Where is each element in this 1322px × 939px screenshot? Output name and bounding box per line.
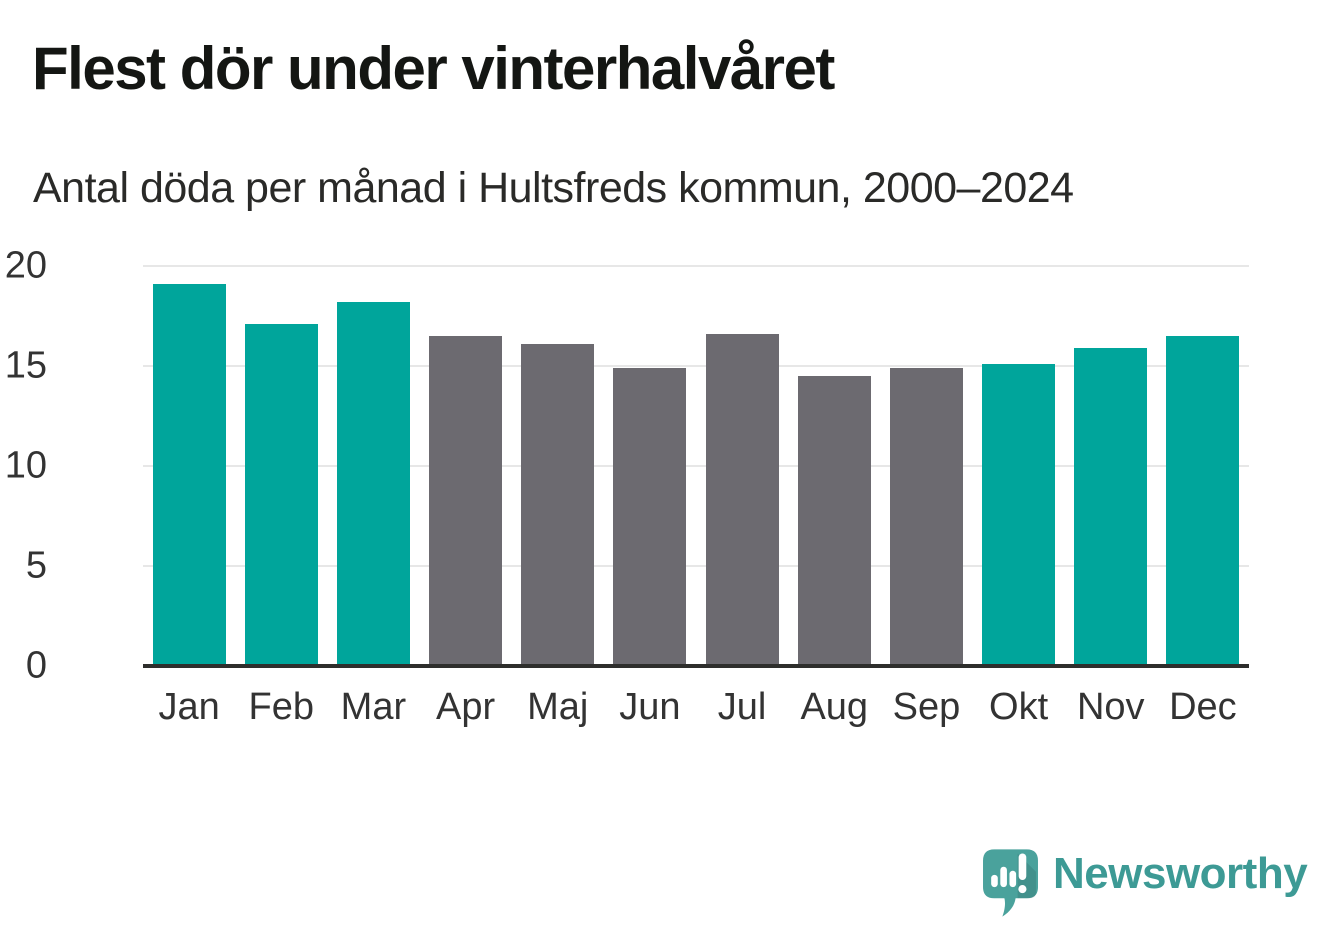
bar-maj xyxy=(521,344,595,666)
x-tick-label-mar: Mar xyxy=(340,686,407,728)
y-tick-label-0: 0 xyxy=(25,644,47,687)
x-tick-label-dec: Dec xyxy=(1169,686,1237,728)
chart-subtitle: Antal döda per månad i Hultsfreds kommun… xyxy=(33,164,1074,212)
bar-jan xyxy=(152,284,226,666)
bar-jul xyxy=(705,334,779,666)
x-tick-label-maj: Maj xyxy=(527,686,589,728)
y-tick-label-15: 15 xyxy=(4,344,47,387)
bar-aug xyxy=(797,376,871,666)
logo-bar-2 xyxy=(1000,866,1007,888)
logo-bar-3 xyxy=(1009,870,1017,888)
x-tick-label-jul: Jul xyxy=(717,686,767,728)
bar-jun xyxy=(613,368,687,666)
brand-name: Newsworthy xyxy=(1053,849,1308,898)
gridline-20 xyxy=(143,265,1249,267)
gridline-10 xyxy=(143,465,1249,467)
x-tick-label-nov: Nov xyxy=(1076,686,1145,728)
y-tick-label-10: 10 xyxy=(4,444,47,487)
bar-feb xyxy=(244,324,318,666)
gridline-5 xyxy=(143,565,1249,567)
bar-dec xyxy=(1166,336,1240,666)
brand-footer: Newsworthy xyxy=(982,848,1308,918)
chart-title: Flest dör under vinterhalvåret xyxy=(32,35,835,102)
x-tick-label-okt: Okt xyxy=(989,686,1049,728)
x-axis-line xyxy=(143,664,1249,668)
newsworthy-logo-icon xyxy=(983,849,1038,917)
logo-bar-1 xyxy=(991,874,998,888)
bar-nov xyxy=(1074,348,1148,666)
bar-mar xyxy=(336,302,410,666)
x-tick-label-sep: Sep xyxy=(892,686,961,728)
x-tick-label-jan: Jan xyxy=(158,686,220,728)
bar-apr xyxy=(429,336,503,666)
x-tick-label-feb: Feb xyxy=(248,686,314,728)
logo-exclamation-bar xyxy=(1018,853,1027,880)
bar-sep xyxy=(889,368,963,666)
x-tick-label-jun: Jun xyxy=(619,686,681,728)
bar-okt xyxy=(982,364,1056,666)
x-tick-label-apr: Apr xyxy=(436,686,496,728)
logo-exclamation-dot xyxy=(1018,885,1027,894)
y-tick-label-20: 20 xyxy=(4,244,47,287)
y-tick-label-5: 5 xyxy=(25,544,47,587)
plot-area: 0 5 10 15 20 Jan Feb Mar Apr Maj Jun Jul Aug Sep Okt No… xyxy=(5,245,1249,728)
gridline-15 xyxy=(143,365,1249,367)
x-tick-label-aug: Aug xyxy=(800,686,869,728)
